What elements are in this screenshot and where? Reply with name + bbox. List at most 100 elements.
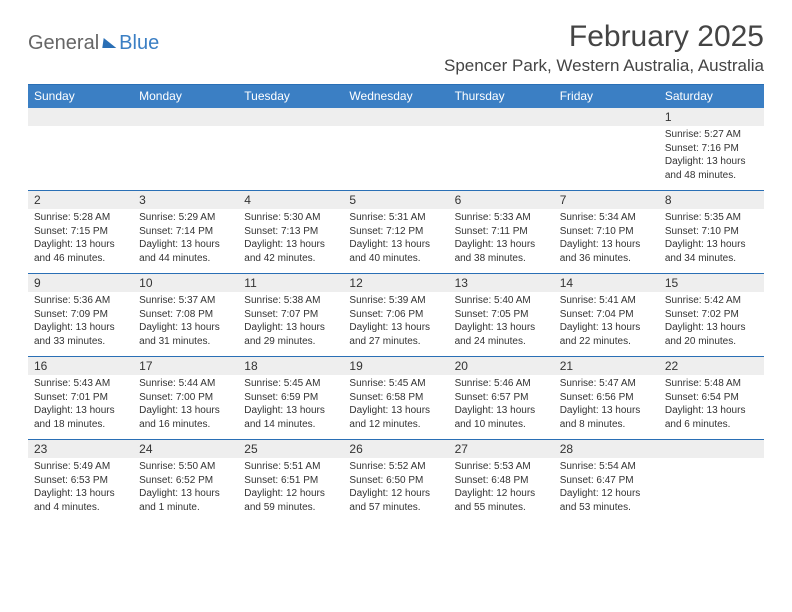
sunset-text: Sunset: 7:10 PM [560,225,653,239]
weekday-header: Monday [133,85,238,108]
location-text: Spencer Park, Western Australia, Austral… [444,56,764,76]
sunset-text: Sunset: 6:52 PM [139,474,232,488]
day-detail-cell: Sunrise: 5:52 AMSunset: 6:50 PMDaylight:… [343,458,448,522]
day-detail-cell: Sunrise: 5:29 AMSunset: 7:14 PMDaylight:… [133,209,238,273]
day-number: 13 [449,274,554,292]
day-detail-cell: Sunrise: 5:40 AMSunset: 7:05 PMDaylight:… [449,292,554,356]
day-number-row: 232425262728 [28,440,764,458]
day-number-row: 16171819202122 [28,357,764,375]
day-number: 17 [133,357,238,375]
sunrise-text: Sunrise: 5:48 AM [665,377,758,391]
sunrise-text: Sunrise: 5:42 AM [665,294,758,308]
sunset-text: Sunset: 6:59 PM [244,391,337,405]
day-detail-cell: Sunrise: 5:41 AMSunset: 7:04 PMDaylight:… [554,292,659,356]
sunset-text: Sunset: 7:07 PM [244,308,337,322]
month-title: February 2025 [444,20,764,54]
sunset-text: Sunset: 7:08 PM [139,308,232,322]
sunrise-text: Sunrise: 5:47 AM [560,377,653,391]
day-detail-cell: Sunrise: 5:30 AMSunset: 7:13 PMDaylight:… [238,209,343,273]
sunset-text: Sunset: 6:53 PM [34,474,127,488]
day-detail-cell: Sunrise: 5:33 AMSunset: 7:11 PMDaylight:… [449,209,554,273]
day-number: 1 [659,108,764,126]
sunset-text: Sunset: 7:04 PM [560,308,653,322]
day-number: 9 [28,274,133,292]
daylight-text: Daylight: 13 hours and 40 minutes. [349,238,442,265]
sunset-text: Sunset: 7:13 PM [244,225,337,239]
day-detail-cell: Sunrise: 5:51 AMSunset: 6:51 PMDaylight:… [238,458,343,522]
sunrise-text: Sunrise: 5:51 AM [244,460,337,474]
daylight-text: Daylight: 13 hours and 44 minutes. [139,238,232,265]
sunrise-text: Sunrise: 5:39 AM [349,294,442,308]
sunrise-text: Sunrise: 5:33 AM [455,211,548,225]
day-detail-cell: Sunrise: 5:43 AMSunset: 7:01 PMDaylight:… [28,375,133,439]
sunset-text: Sunset: 7:10 PM [665,225,758,239]
daylight-text: Daylight: 12 hours and 57 minutes. [349,487,442,514]
logo-text-blue: Blue [119,32,159,55]
daylight-text: Daylight: 13 hours and 31 minutes. [139,321,232,348]
day-number: 2 [28,191,133,209]
day-number: 11 [238,274,343,292]
sunrise-text: Sunrise: 5:45 AM [349,377,442,391]
day-number [238,108,343,126]
day-detail-cell [133,126,238,190]
weekday-header: Thursday [449,85,554,108]
sunset-text: Sunset: 7:12 PM [349,225,442,239]
logo-triangle-icon [102,38,117,48]
day-number: 18 [238,357,343,375]
daylight-text: Daylight: 12 hours and 53 minutes. [560,487,653,514]
day-detail-cell: Sunrise: 5:39 AMSunset: 7:06 PMDaylight:… [343,292,448,356]
sunrise-text: Sunrise: 5:43 AM [34,377,127,391]
weekday-header-row: Sunday Monday Tuesday Wednesday Thursday… [28,85,764,108]
sunrise-text: Sunrise: 5:36 AM [34,294,127,308]
day-detail-cell: Sunrise: 5:38 AMSunset: 7:07 PMDaylight:… [238,292,343,356]
sunrise-text: Sunrise: 5:38 AM [244,294,337,308]
day-number-row: 1 [28,108,764,126]
day-number: 16 [28,357,133,375]
daylight-text: Daylight: 13 hours and 14 minutes. [244,404,337,431]
daylight-text: Daylight: 13 hours and 38 minutes. [455,238,548,265]
day-detail-cell: Sunrise: 5:27 AMSunset: 7:16 PMDaylight:… [659,126,764,190]
day-number: 7 [554,191,659,209]
day-detail-cell: Sunrise: 5:47 AMSunset: 6:56 PMDaylight:… [554,375,659,439]
sunrise-text: Sunrise: 5:34 AM [560,211,653,225]
sunset-text: Sunset: 7:05 PM [455,308,548,322]
day-number: 10 [133,274,238,292]
sunset-text: Sunset: 6:51 PM [244,474,337,488]
sunset-text: Sunset: 6:56 PM [560,391,653,405]
daylight-text: Daylight: 13 hours and 24 minutes. [455,321,548,348]
day-detail-cell: Sunrise: 5:42 AMSunset: 7:02 PMDaylight:… [659,292,764,356]
sunrise-text: Sunrise: 5:46 AM [455,377,548,391]
day-number [449,108,554,126]
daylight-text: Daylight: 12 hours and 59 minutes. [244,487,337,514]
sunrise-text: Sunrise: 5:27 AM [665,128,758,142]
day-number: 15 [659,274,764,292]
day-detail-cell: Sunrise: 5:34 AMSunset: 7:10 PMDaylight:… [554,209,659,273]
daylight-text: Daylight: 13 hours and 22 minutes. [560,321,653,348]
header: General Blue February 2025 Spencer Park,… [28,20,764,76]
week-row: 2345678Sunrise: 5:28 AMSunset: 7:15 PMDa… [28,191,764,274]
day-detail-cell: Sunrise: 5:45 AMSunset: 6:59 PMDaylight:… [238,375,343,439]
day-detail-cell [238,126,343,190]
sunset-text: Sunset: 7:16 PM [665,142,758,156]
sunset-text: Sunset: 7:02 PM [665,308,758,322]
day-number: 3 [133,191,238,209]
day-detail-cell: Sunrise: 5:35 AMSunset: 7:10 PMDaylight:… [659,209,764,273]
day-detail-cell: Sunrise: 5:54 AMSunset: 6:47 PMDaylight:… [554,458,659,522]
daylight-text: Daylight: 13 hours and 27 minutes. [349,321,442,348]
weekday-header: Wednesday [343,85,448,108]
sunrise-text: Sunrise: 5:31 AM [349,211,442,225]
day-detail-cell [554,126,659,190]
day-detail-cell: Sunrise: 5:36 AMSunset: 7:09 PMDaylight:… [28,292,133,356]
sunset-text: Sunset: 6:54 PM [665,391,758,405]
day-detail-cell: Sunrise: 5:45 AMSunset: 6:58 PMDaylight:… [343,375,448,439]
day-number: 20 [449,357,554,375]
daylight-text: Daylight: 13 hours and 33 minutes. [34,321,127,348]
sunset-text: Sunset: 7:09 PM [34,308,127,322]
week-row: 9101112131415Sunrise: 5:36 AMSunset: 7:0… [28,274,764,357]
sunrise-text: Sunrise: 5:35 AM [665,211,758,225]
sunset-text: Sunset: 7:00 PM [139,391,232,405]
sunrise-text: Sunrise: 5:50 AM [139,460,232,474]
daylight-text: Daylight: 12 hours and 55 minutes. [455,487,548,514]
daylight-text: Daylight: 13 hours and 48 minutes. [665,155,758,182]
daylight-text: Daylight: 13 hours and 6 minutes. [665,404,758,431]
